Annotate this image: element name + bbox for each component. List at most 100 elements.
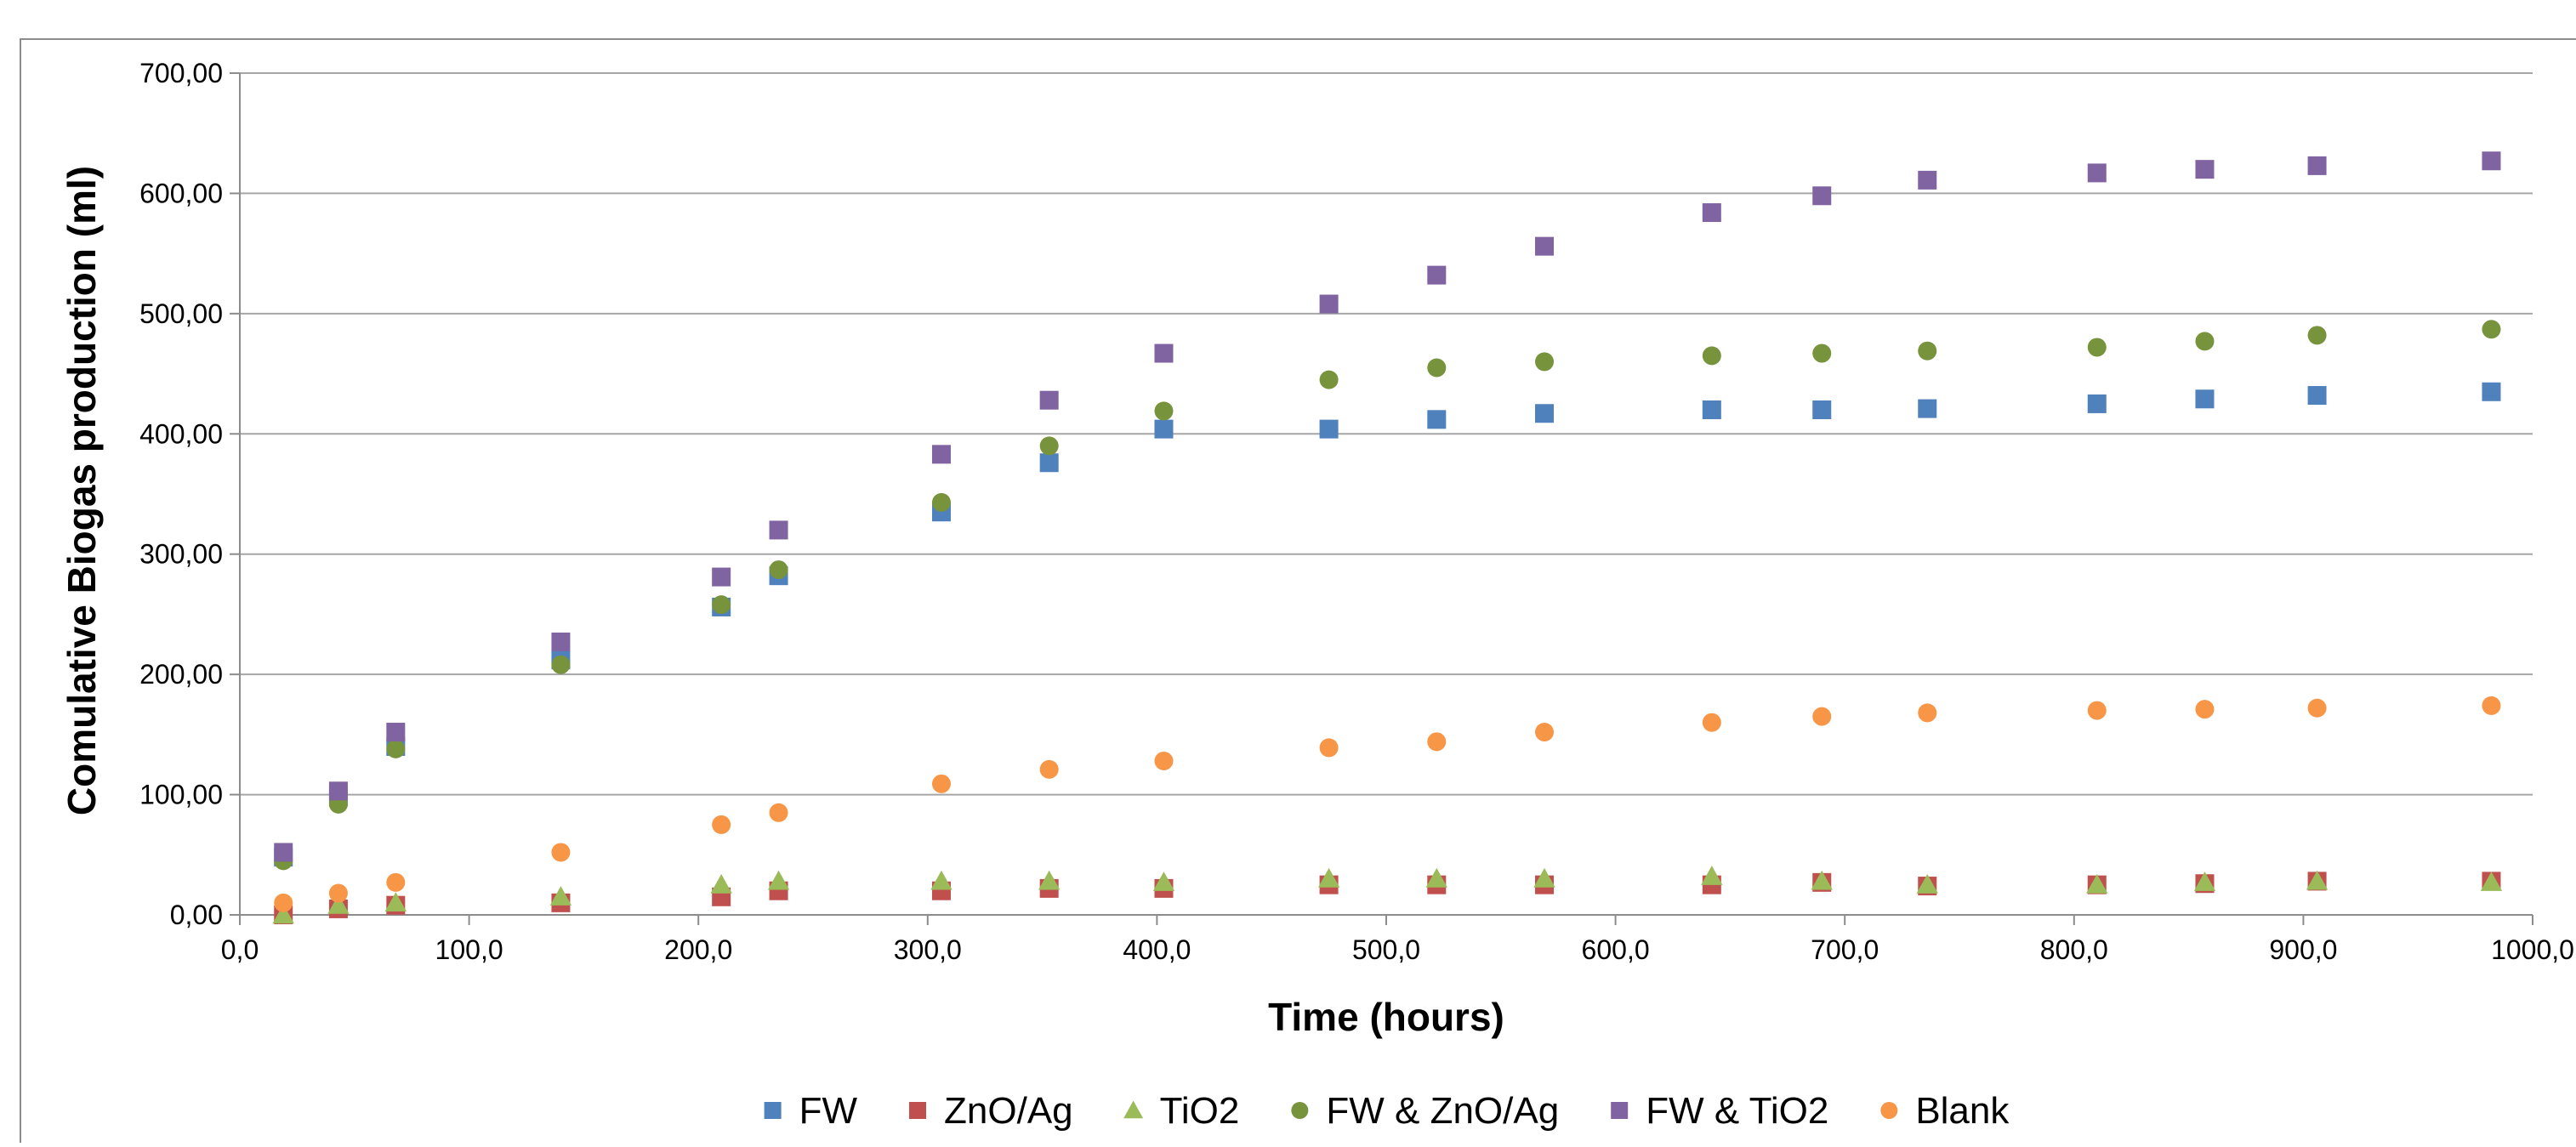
data-point xyxy=(1812,186,1832,206)
data-point xyxy=(1918,170,1937,190)
x-tick-label: 700,0 xyxy=(1811,934,1879,965)
data-point xyxy=(274,843,293,862)
data-point xyxy=(2195,332,2215,351)
data-point xyxy=(2086,873,2108,894)
y-tick-label: 400,00 xyxy=(139,418,223,449)
legend-marker xyxy=(1123,1100,1144,1119)
data-point xyxy=(1154,401,1174,421)
legend-label: ZnO/Ag xyxy=(944,1090,1073,1132)
data-point xyxy=(386,872,406,892)
y-tick-labels: 0,00 100,00 200,00 300,00 400,00 500,00 600,00… xyxy=(139,58,223,930)
data-point xyxy=(1702,713,1721,732)
legend-label: FW xyxy=(799,1090,858,1132)
y-tick-label: 300,00 xyxy=(139,539,223,570)
data-point xyxy=(1702,346,1721,366)
data-point xyxy=(2087,394,2107,413)
data-point xyxy=(930,870,952,890)
data-point xyxy=(1154,344,1174,363)
data-point xyxy=(712,595,731,615)
data-point xyxy=(931,445,951,464)
data-point xyxy=(1811,870,1833,890)
data-point xyxy=(1039,453,1059,473)
legend-marker xyxy=(764,1102,782,1119)
data-point xyxy=(549,886,572,906)
data-point xyxy=(1702,400,1721,419)
data-point xyxy=(1154,751,1174,770)
legend-label: Blank xyxy=(1915,1090,2010,1132)
legend-marker xyxy=(1611,1102,1629,1119)
data-point xyxy=(386,739,406,758)
data-point xyxy=(328,781,348,801)
legend-marker xyxy=(909,1102,927,1119)
data-point xyxy=(2482,151,2501,171)
data-point xyxy=(1319,370,1339,389)
data-point xyxy=(710,873,732,894)
legend-label: FW & ZnO/Ag xyxy=(1326,1090,1559,1132)
series-4 xyxy=(274,151,2501,862)
data-point xyxy=(2195,389,2215,409)
data-point xyxy=(2087,701,2107,720)
x-tick-label: 300,0 xyxy=(894,934,962,965)
data-point xyxy=(1701,866,1723,885)
data-point xyxy=(328,883,348,903)
data-point xyxy=(1535,723,1555,742)
x-tick-label: 600,0 xyxy=(1582,934,1650,965)
data-point xyxy=(2087,338,2107,357)
series-3 xyxy=(274,320,2501,871)
data-point xyxy=(551,843,571,862)
data-point xyxy=(1916,873,1938,894)
data-point xyxy=(2195,700,2215,719)
x-tick-label: 0,0 xyxy=(221,934,259,965)
chart-outer-border xyxy=(20,38,2576,1147)
y-tick-label: 100,00 xyxy=(139,780,223,810)
data-point xyxy=(2482,320,2501,339)
data-point xyxy=(2087,163,2107,183)
data-point xyxy=(2195,160,2215,179)
data-point xyxy=(1317,867,1340,888)
data-point xyxy=(712,815,731,834)
data-point xyxy=(1154,419,1174,439)
y-tick-label: 600,00 xyxy=(139,178,223,208)
data-point xyxy=(769,803,788,822)
data-point xyxy=(1039,759,1059,779)
data-point xyxy=(1812,344,1832,363)
data-point xyxy=(1918,399,1937,418)
x-tick-label: 100,0 xyxy=(435,934,503,965)
data-points xyxy=(272,151,2503,924)
data-point xyxy=(712,567,731,587)
data-point xyxy=(551,632,571,651)
legend: FW ZnO/Ag TiO2 FW & ZnO/Ag FW & TiO2 Blank xyxy=(764,1090,2010,1132)
data-point xyxy=(2307,386,2327,406)
data-point xyxy=(2306,870,2329,890)
data-point xyxy=(767,870,790,890)
data-point xyxy=(274,893,293,912)
x-tick-labels: 0,0 100,0 200,0 300,0 400,0 500,0 600,0 700,0 80… xyxy=(221,934,2574,965)
legend-marker xyxy=(1291,1102,1309,1119)
data-point xyxy=(931,492,951,512)
x-tick-label: 500,0 xyxy=(1352,934,1420,965)
data-point xyxy=(1152,872,1175,891)
y-tick-label: 0,00 xyxy=(170,900,223,930)
legend-marker xyxy=(1880,1102,1898,1119)
x-axis-title: Time (hours) xyxy=(1268,995,1504,1039)
data-point xyxy=(2307,698,2327,718)
data-point xyxy=(931,774,951,793)
data-point xyxy=(2193,872,2216,891)
data-point xyxy=(386,723,406,742)
x-tick-label: 400,0 xyxy=(1123,934,1191,965)
data-point xyxy=(551,655,571,674)
data-point xyxy=(1812,400,1832,419)
y-tick-label: 200,00 xyxy=(139,659,223,690)
data-point xyxy=(1319,419,1339,439)
data-point xyxy=(2480,872,2503,891)
y-tick-label: 500,00 xyxy=(139,298,223,329)
data-point xyxy=(1039,390,1059,410)
x-tick-label: 1000,0 xyxy=(2491,934,2574,965)
legend-label: FW & TiO2 xyxy=(1646,1090,1828,1132)
x-tick-label: 800,0 xyxy=(2040,934,2108,965)
data-point xyxy=(1535,404,1555,423)
data-point xyxy=(1425,867,1447,888)
data-point xyxy=(2482,696,2501,715)
